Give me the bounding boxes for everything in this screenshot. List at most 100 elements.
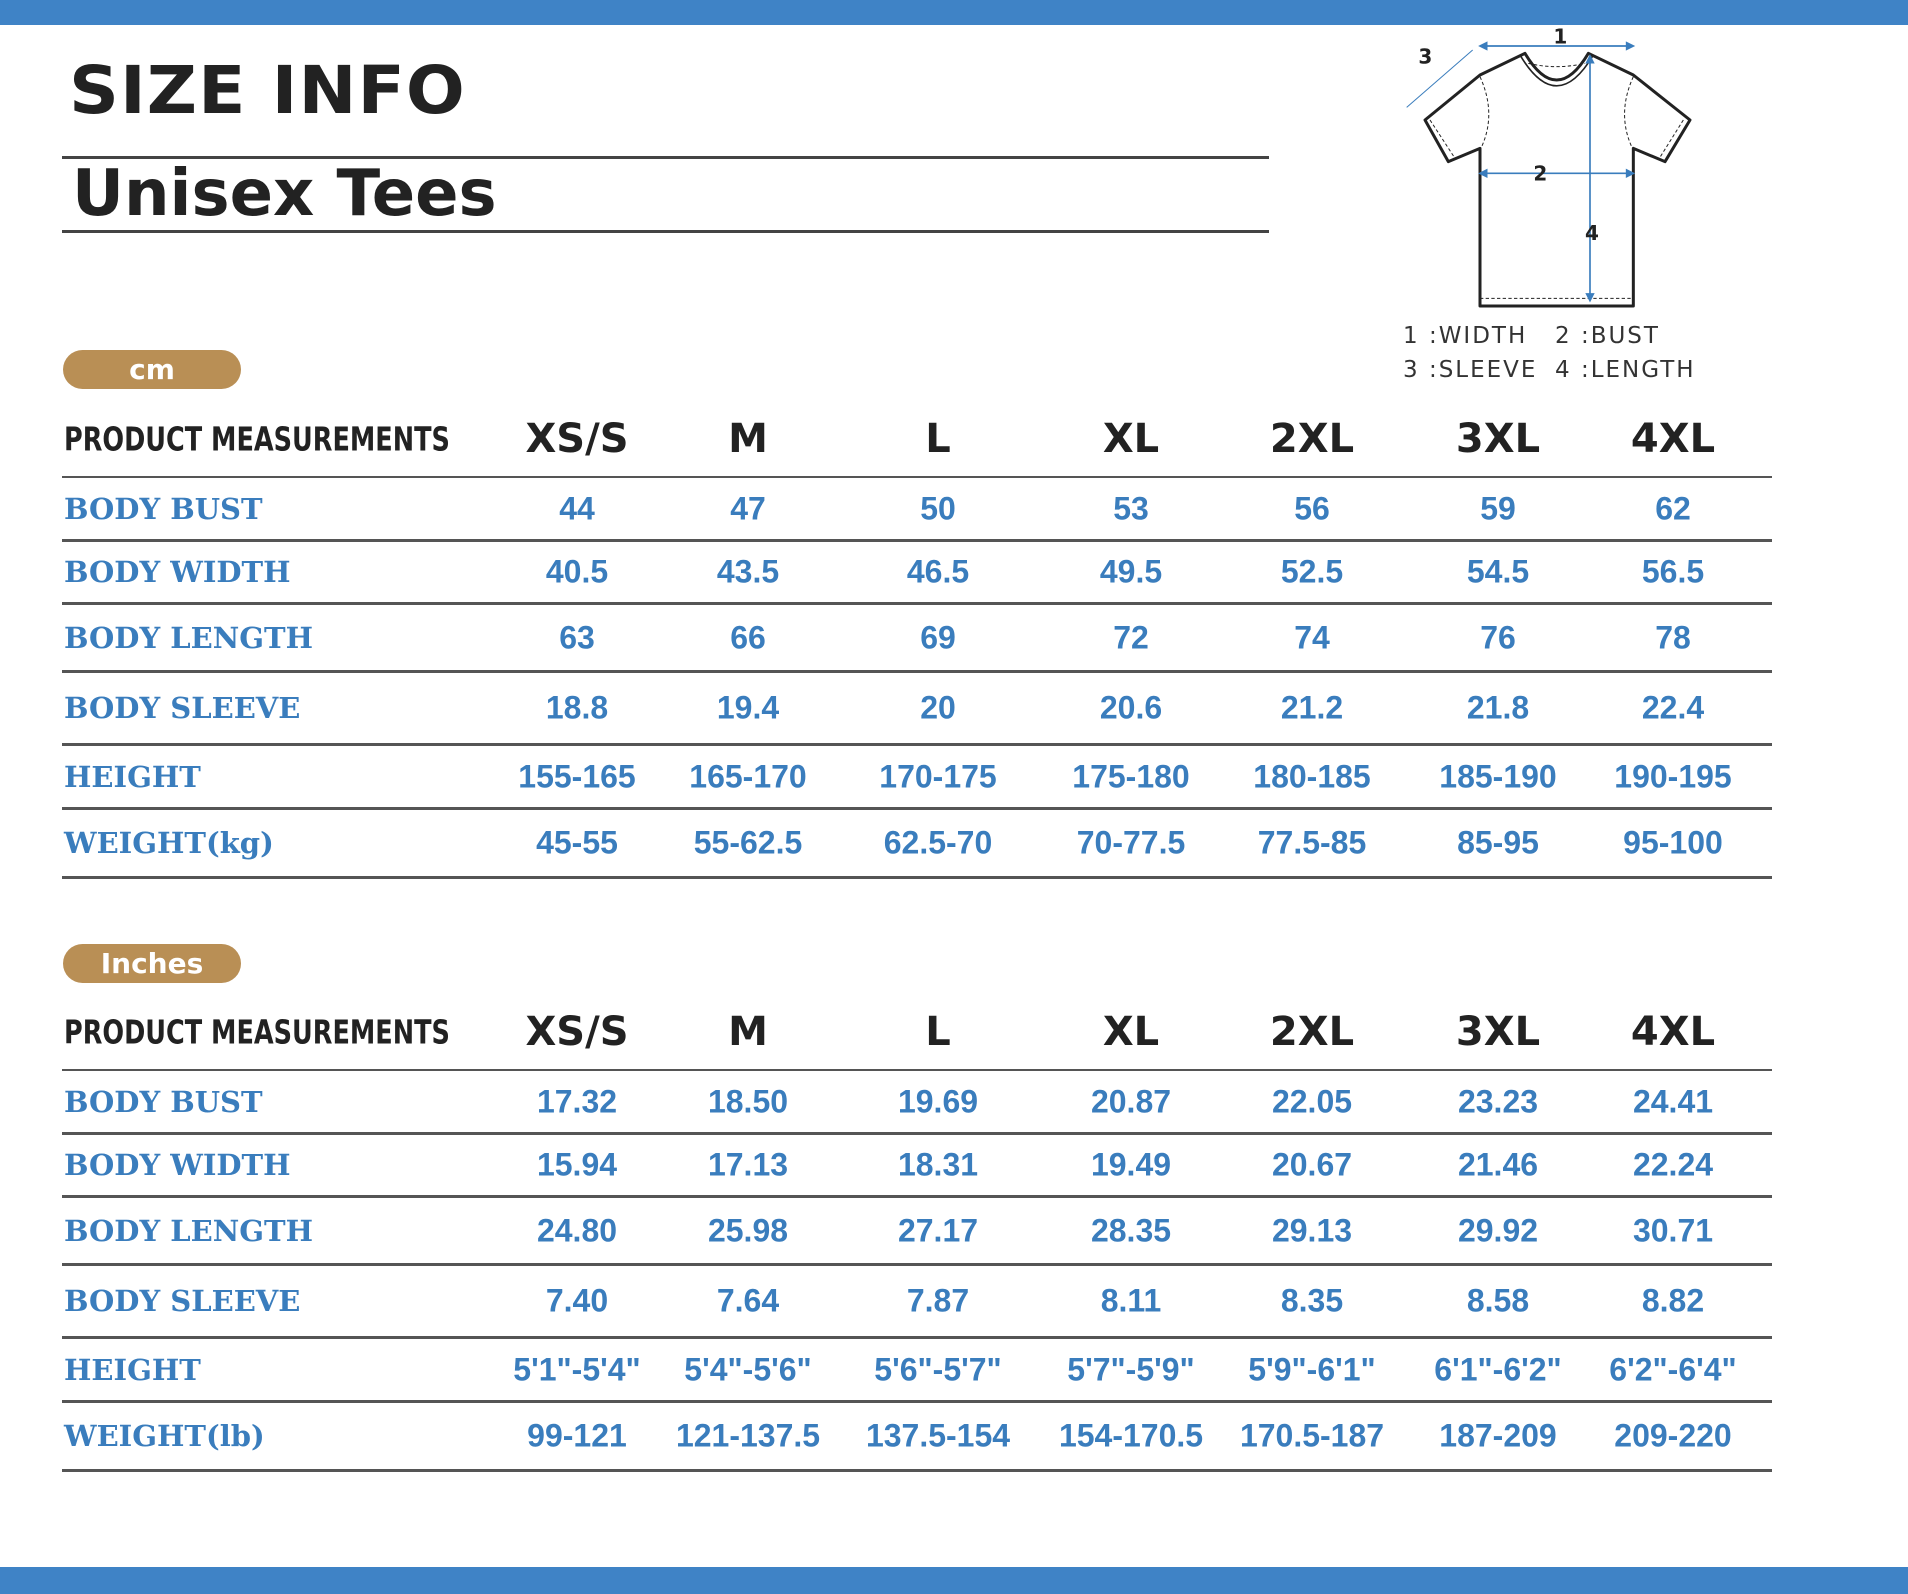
- size-header: L: [925, 1009, 951, 1055]
- table-cell: 85-95: [1457, 824, 1539, 861]
- table-cell: 5'6"-5'7": [874, 1351, 1002, 1387]
- table-row: BODY SLEEVE 18.8 19.4 20 20.6 21.2 21.8 22.4: [62, 673, 1772, 746]
- table-cell: 53: [1113, 490, 1149, 526]
- table-cell: 43.5: [716, 553, 780, 590]
- table-cell: 18.31: [897, 1146, 979, 1183]
- unit-badge-inches: Inches: [63, 944, 241, 983]
- table-cell: 170-175: [879, 758, 997, 794]
- table-cell: 20.67: [1271, 1146, 1353, 1183]
- table-cell: 47: [730, 490, 766, 526]
- table-cell: 19.69: [897, 1083, 979, 1119]
- row-label: BODY LENGTH: [64, 620, 314, 655]
- table-cell: 170.5-187: [1239, 1417, 1385, 1454]
- table-cell: 154-170.5: [1058, 1417, 1204, 1454]
- table-row: WEIGHT(kg) 45-55 55-62.5 62.5-70 70-77.5 77.5…: [62, 810, 1772, 879]
- table-cell: 190-195: [1614, 758, 1732, 794]
- table-cell: 56: [1294, 490, 1330, 526]
- table-cell: 185-190: [1439, 758, 1557, 794]
- table-cell: 29.92: [1457, 1212, 1539, 1248]
- table-cell: 18.50: [707, 1083, 789, 1119]
- table-cell: 74: [1294, 619, 1330, 655]
- table-cell: 5'1"-5'4": [513, 1351, 641, 1387]
- table-cell: 76: [1480, 619, 1516, 655]
- legend-length: 4 :LENGTH: [1555, 357, 1696, 383]
- table-cell: 45-55: [536, 824, 618, 861]
- table-cell: 66: [730, 619, 766, 655]
- table-cell: 46.5: [906, 553, 970, 590]
- table-cell: 17.32: [536, 1083, 618, 1119]
- table-cell: 165-170: [689, 758, 807, 794]
- table-cell: 23.23: [1457, 1083, 1539, 1119]
- table-cell: 62: [1655, 490, 1691, 526]
- tshirt-diagram: 1 2 3 4: [1406, 24, 1692, 308]
- table-row: BODY LENGTH 63 66 69 72 74 76 78: [62, 605, 1772, 673]
- table-cell: 5'9"-6'1": [1248, 1351, 1376, 1387]
- table-cell: 40.5: [545, 553, 609, 590]
- size-header: XL: [1102, 416, 1160, 462]
- row-label: HEIGHT: [64, 1352, 201, 1387]
- bottom-accent-bar: [0, 1567, 1908, 1594]
- row-label: HEIGHT: [64, 759, 201, 794]
- diagram-label-2: 2: [1533, 162, 1547, 186]
- table-cell: 8.11: [1100, 1282, 1162, 1319]
- size-header: XS/S: [525, 416, 629, 462]
- table-cell: 22.4: [1641, 689, 1705, 726]
- diagram-label-4: 4: [1585, 221, 1599, 245]
- table-cell: 19.49: [1090, 1146, 1172, 1183]
- tshirt-outline: [1423, 51, 1692, 308]
- subtitle-divider: [62, 230, 1269, 233]
- size-header: 2XL: [1269, 416, 1355, 462]
- table-cell: 6'1"-6'2": [1434, 1351, 1562, 1387]
- table-cell: 24.80: [536, 1212, 618, 1248]
- size-table-inches: PRODUCT MEASUREMENTS XS/S M L XL 2XL 3XL 4XL BOD…: [62, 995, 1772, 1472]
- table-cell: 22.24: [1632, 1146, 1714, 1183]
- legend-width: 1 :WIDTH: [1403, 323, 1528, 349]
- legend-sleeve: 3 :SLEEVE: [1403, 357, 1538, 383]
- table-cell: 8.35: [1280, 1282, 1344, 1319]
- sleeve-arrow: [1406, 49, 1473, 108]
- table-cell: 27.17: [897, 1212, 979, 1248]
- table-row: BODY LENGTH 24.80 25.98 27.17 28.35 29.13 29.9…: [62, 1198, 1772, 1266]
- table-cell: 24.41: [1632, 1083, 1714, 1119]
- table-cell: 121-137.5: [675, 1417, 821, 1454]
- table-header-row: PRODUCT MEASUREMENTS XS/S M L XL 2XL 3XL 4XL: [62, 402, 1772, 478]
- table-cell: 52.5: [1280, 553, 1344, 590]
- table-cell: 8.58: [1466, 1282, 1530, 1319]
- table-cell: 50: [920, 490, 956, 526]
- table-cell: 7.40: [545, 1282, 609, 1319]
- table-cell: 54.5: [1466, 553, 1530, 590]
- table-cell: 155-165: [518, 758, 636, 794]
- table-cell: 78: [1655, 619, 1691, 655]
- table-cell: 20: [920, 689, 956, 726]
- table-row: WEIGHT(lb) 99-121 121-137.5 137.5-154 154-17…: [62, 1403, 1772, 1472]
- table-cell: 25.98: [707, 1212, 789, 1248]
- row-label: WEIGHT(lb): [64, 1419, 265, 1453]
- table-cell: 7.87: [906, 1282, 970, 1319]
- row-label: BODY WIDTH: [64, 555, 291, 589]
- table-cell: 15.94: [536, 1146, 618, 1183]
- table-cell: 21.8: [1466, 689, 1530, 726]
- table-cell: 62.5-70: [883, 824, 993, 861]
- row-label: BODY SLEEVE: [64, 1284, 301, 1318]
- table-cell: 44: [559, 490, 595, 526]
- table-cell: 8.82: [1641, 1282, 1705, 1319]
- page-subtitle: Unisex Tees: [72, 157, 497, 231]
- header-label: PRODUCT MEASUREMENTS: [64, 419, 450, 459]
- table-cell: 20.87: [1090, 1083, 1172, 1119]
- row-label: BODY LENGTH: [64, 1213, 314, 1248]
- table-cell: 99-121: [527, 1417, 627, 1454]
- table-cell: 30.71: [1632, 1212, 1714, 1248]
- table-cell: 21.46: [1457, 1146, 1539, 1183]
- size-header: XS/S: [525, 1009, 629, 1055]
- size-header: 2XL: [1269, 1009, 1355, 1055]
- size-header: 3XL: [1455, 416, 1541, 462]
- table-row: HEIGHT 155-165 165-170 170-175 175-180 180-18…: [62, 746, 1772, 810]
- table-cell: 209-220: [1614, 1417, 1732, 1454]
- table-cell: 180-185: [1253, 758, 1371, 794]
- size-header: 3XL: [1455, 1009, 1541, 1055]
- top-accent-bar: [0, 0, 1908, 25]
- size-header: L: [925, 416, 951, 462]
- row-label: BODY BUST: [64, 491, 263, 526]
- table-cell: 63: [559, 619, 595, 655]
- table-cell: 175-180: [1072, 758, 1190, 794]
